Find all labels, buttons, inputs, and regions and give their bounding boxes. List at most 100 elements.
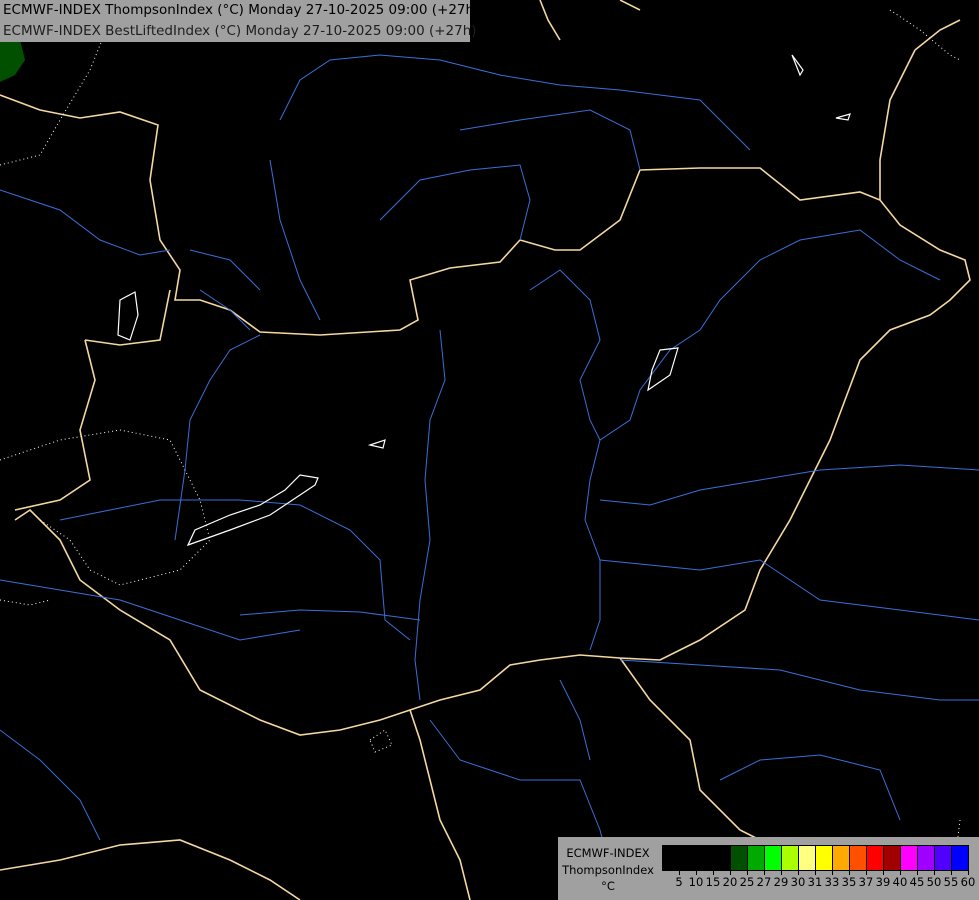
river-line: [0, 679, 591, 841]
river-line: [0, 579, 301, 641]
legend-color-bar: [662, 845, 969, 871]
river-line: [599, 559, 979, 621]
color-legend: ECMWF-INDEX ThompsonIndex °C 5 10 15 20 25 27…: [558, 837, 979, 900]
legend-tick: [747, 869, 748, 875]
legend-tick: [730, 869, 731, 875]
lake-outline: [367, 54, 851, 449]
river-line: [239, 609, 421, 621]
legend-swatch: [782, 846, 799, 870]
border-line: [0, 839, 301, 900]
river-line: [529, 229, 941, 441]
legend-tick-label: 29: [773, 875, 789, 889]
lake-outline: [647, 347, 679, 392]
river-line: [619, 659, 979, 701]
title-best-lifted-index: ECMWF-INDEX BestLiftedIndex (°C) Monday …: [0, 21, 477, 42]
border-line: [14, 289, 171, 511]
legend-tick: [968, 869, 969, 875]
legend-model: ECMWF-INDEX: [566, 846, 650, 860]
river-line: [599, 464, 979, 506]
legend-swatch: [765, 846, 782, 870]
legend-tick-label: 15: [705, 875, 721, 889]
legend-tick-label: 35: [841, 875, 857, 889]
legend-tick-label: 25: [739, 875, 755, 889]
legend-swatch: [714, 846, 731, 870]
border-line: [539, 0, 641, 41]
river-line: [279, 54, 751, 151]
river-line: [59, 499, 411, 641]
legend-tick-label: 50: [926, 875, 942, 889]
border-line: [879, 19, 961, 200]
legend-tick: [764, 869, 765, 875]
legend-tick-label: 10: [688, 875, 704, 889]
contour-line: [0, 599, 51, 606]
legend-tick: [696, 869, 697, 875]
river-line: [174, 334, 261, 541]
legend-tick: [781, 869, 782, 875]
legend-tick: [934, 869, 935, 875]
legend-tick: [866, 869, 867, 875]
border-line: [619, 657, 761, 841]
river-line: [584, 439, 601, 651]
legend-swatch: [663, 846, 680, 870]
lake-balaton: [186, 474, 319, 547]
legend-tick: [713, 869, 714, 875]
legend-tick-label: 27: [756, 875, 772, 889]
legend-swatch: [833, 846, 850, 870]
border-line: [0, 94, 971, 736]
legend-tick-label: 55: [943, 875, 959, 889]
title-thompson-index: ECMWF-INDEX ThompsonIndex (°C) Monday 27…: [0, 0, 479, 21]
legend-tick: [798, 869, 799, 875]
river-line: [429, 719, 611, 871]
legend-tick-label: 39: [875, 875, 891, 889]
legend-swatch: [680, 846, 697, 870]
legend-swatch: [850, 846, 867, 870]
legend-tick-label: 31: [807, 875, 823, 889]
legend-tick-label: 20: [722, 875, 738, 889]
legend-swatch: [697, 846, 714, 870]
border-line: [409, 709, 471, 900]
legend-tick: [849, 869, 850, 875]
legend-swatch: [884, 846, 901, 870]
legend-tick: [883, 869, 884, 875]
contour-line: [0, 429, 211, 586]
legend-swatch: [748, 846, 765, 870]
legend-unit: °C: [601, 879, 615, 893]
legend-swatch: [816, 846, 833, 870]
river-line: [414, 329, 446, 701]
legend-tick-label: 30: [790, 875, 806, 889]
river-line: [379, 109, 641, 241]
legend-swatch: [952, 846, 968, 870]
rivers: [0, 54, 979, 871]
legend-swatch: [867, 846, 884, 870]
legend-tick-label: 33: [824, 875, 840, 889]
river-line: [719, 754, 901, 821]
river-line: [189, 249, 261, 331]
forecast-fill-patch: [0, 40, 25, 82]
river-line: [0, 159, 321, 321]
legend-tick-label: 40: [892, 875, 908, 889]
legend-swatch: [731, 846, 748, 870]
legend-tick: [917, 869, 918, 875]
legend-tick-label: 45: [909, 875, 925, 889]
legend-swatch: [799, 846, 816, 870]
legend-tick: [679, 869, 680, 875]
legend-swatch: [901, 846, 918, 870]
lake-neusiedl: [117, 291, 139, 341]
legend-parameter: ThompsonIndex: [562, 863, 654, 877]
legend-tick-label: 60: [960, 875, 976, 889]
legend-tick: [832, 869, 833, 875]
legend-tick: [951, 869, 952, 875]
legend-tick-label: 37: [858, 875, 874, 889]
legend-tick: [900, 869, 901, 875]
contour-line: [889, 9, 961, 900]
legend-swatch: [918, 846, 935, 870]
legend-swatch: [935, 846, 952, 870]
legend-tick: [815, 869, 816, 875]
legend-tick-label: 5: [675, 875, 683, 889]
contour-line: [369, 729, 393, 753]
lakes: [117, 54, 851, 547]
